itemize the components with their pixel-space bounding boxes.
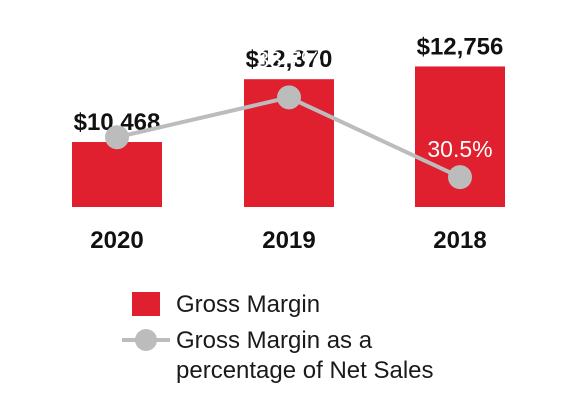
bar (72, 142, 162, 207)
line-point (105, 125, 129, 150)
line-value-label: 32.1% (84, 86, 149, 112)
legend-swatch-line (122, 329, 170, 351)
x-tick-label: 2019 (262, 227, 315, 254)
line-point (277, 85, 301, 110)
x-tick-label: 2020 (90, 227, 143, 254)
line-value-label: 33.7% (256, 46, 321, 72)
legend-swatch-bar (132, 292, 160, 316)
bar-value-label: $12,370 (246, 46, 333, 73)
line-value-label: 30.5% (427, 136, 492, 162)
line-point (448, 165, 472, 190)
bar-value-label: $12,756 (417, 33, 504, 60)
legend-label: Gross Margin (176, 291, 321, 318)
x-tick-label: 2018 (433, 227, 486, 254)
legend-label: Gross Margin as a percentage of Net Sale… (176, 327, 434, 384)
